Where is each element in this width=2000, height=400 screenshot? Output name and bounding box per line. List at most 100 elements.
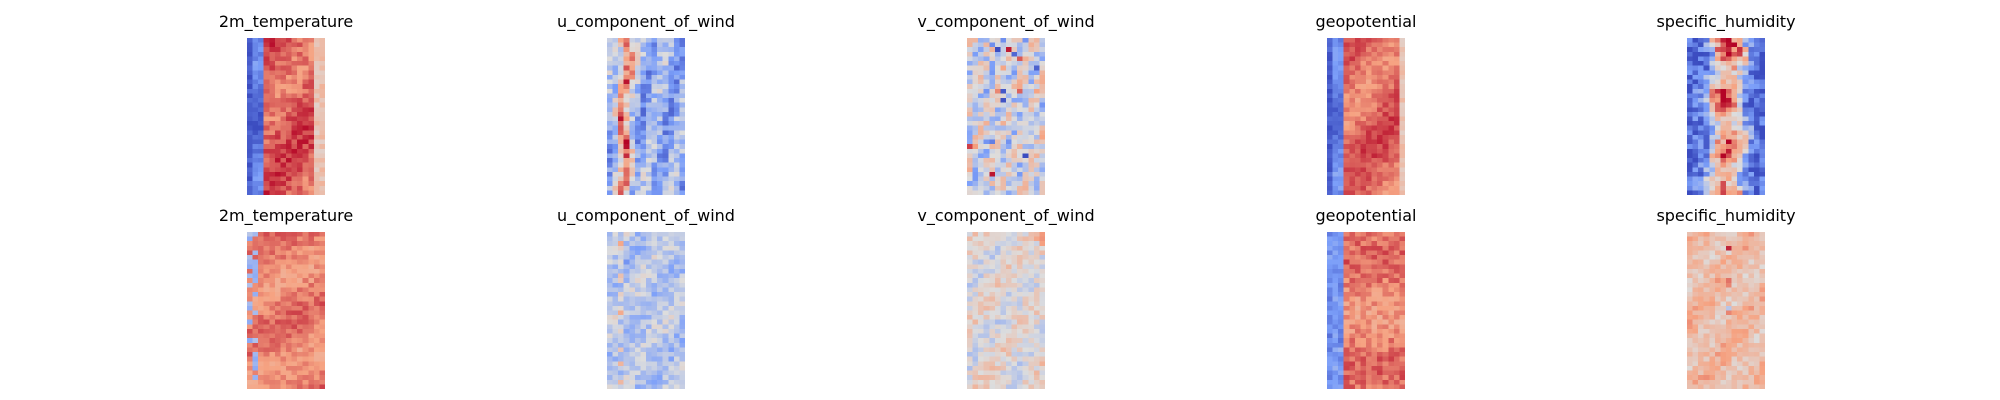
heatmap-cell xyxy=(1703,356,1710,362)
heatmap-cell xyxy=(1377,342,1384,349)
heatmap-cell xyxy=(1737,236,1744,242)
heatmap-cell xyxy=(1388,42,1395,48)
heatmap-cell xyxy=(662,232,669,238)
heatmap-cell xyxy=(1748,282,1755,289)
heatmap-cell xyxy=(1731,370,1738,376)
heatmap-cell xyxy=(1000,379,1007,385)
heatmap-cell xyxy=(1393,139,1401,145)
heatmap-cell xyxy=(978,264,985,270)
heatmap-cell xyxy=(1692,296,1699,302)
heatmap-cell xyxy=(1377,116,1384,122)
heatmap-cell xyxy=(618,56,625,62)
heatmap-cell xyxy=(1366,370,1373,376)
heatmap-cell xyxy=(1731,255,1738,261)
heatmap-cell xyxy=(1731,185,1738,191)
heatmap-cell xyxy=(313,139,321,145)
heatmap-cell xyxy=(607,98,614,104)
heatmap-cell xyxy=(247,338,254,344)
heatmap-cell xyxy=(651,134,658,141)
heatmap-cell xyxy=(252,158,259,164)
heatmap-cell xyxy=(1753,148,1761,155)
heatmap-cell xyxy=(1343,139,1350,145)
heatmap-cell xyxy=(1377,167,1384,173)
heatmap-cell xyxy=(291,38,298,44)
heatmap-cell xyxy=(263,333,270,339)
heatmap-cell xyxy=(1382,301,1389,307)
heatmap-cell xyxy=(618,47,625,53)
heatmap-cell xyxy=(319,352,325,358)
heatmap-cell xyxy=(967,375,974,381)
heatmap-cell xyxy=(640,111,647,118)
heatmap-cell xyxy=(1720,144,1727,150)
heatmap-cell xyxy=(618,167,625,173)
heatmap-cell xyxy=(297,56,304,62)
heatmap-cell xyxy=(668,98,675,104)
heatmap-cell xyxy=(1742,250,1749,256)
heatmap-cell xyxy=(291,42,298,48)
heatmap-cell xyxy=(319,134,325,141)
heatmap-cell xyxy=(983,370,990,376)
heatmap-cell xyxy=(1039,134,1045,141)
heatmap-cell xyxy=(308,310,315,316)
heatmap-cell xyxy=(1742,347,1749,353)
heatmap-cell xyxy=(258,236,265,242)
heatmap-cell xyxy=(623,144,630,150)
heatmap-cell xyxy=(280,121,287,127)
heatmap-cell xyxy=(313,305,321,312)
heatmap-cell xyxy=(258,79,265,85)
heatmap-cell xyxy=(1393,315,1401,321)
heatmap-cell xyxy=(651,181,658,187)
heatmap-cell xyxy=(657,278,664,284)
heatmap-cell xyxy=(280,98,287,104)
heatmap-cell xyxy=(1692,79,1699,85)
heatmap-cell xyxy=(629,250,636,256)
heatmap-cell xyxy=(1327,342,1334,349)
heatmap-cell xyxy=(646,47,653,53)
heatmap-cell xyxy=(1737,310,1744,316)
heatmap-cell xyxy=(319,324,325,330)
heatmap-cell xyxy=(1399,144,1405,150)
heatmap-cell xyxy=(274,93,282,99)
heatmap-cell xyxy=(1017,296,1024,302)
heatmap-cell xyxy=(978,139,985,145)
heatmap-cell xyxy=(1687,250,1694,256)
heatmap-cell xyxy=(1039,42,1045,48)
heatmap-cell xyxy=(679,292,685,298)
heatmap-cell xyxy=(679,347,685,353)
heatmap-cell xyxy=(972,121,979,127)
heatmap-cell xyxy=(668,356,675,362)
heatmap-cell xyxy=(983,144,990,150)
heatmap-cell xyxy=(313,287,321,293)
heatmap-cell xyxy=(1698,139,1705,145)
heatmap-cell xyxy=(646,232,653,238)
heatmap-cell xyxy=(252,111,259,118)
heatmap-cell xyxy=(1377,88,1384,95)
heatmap-cell xyxy=(247,250,254,256)
heatmap-cell xyxy=(1006,121,1013,127)
heatmap-cell xyxy=(673,356,681,362)
heatmap-cell xyxy=(1692,292,1699,298)
heatmap-cell xyxy=(1742,278,1749,284)
heatmap-cell xyxy=(640,70,647,76)
heatmap-cell xyxy=(994,328,1002,335)
heatmap-cell xyxy=(1354,296,1362,302)
heatmap-cell xyxy=(1360,319,1367,325)
heatmap-cell xyxy=(983,107,990,113)
heatmap-cell xyxy=(280,88,287,95)
heatmap-cell xyxy=(1366,158,1373,164)
heatmap-cell xyxy=(297,384,304,389)
heatmap-cell xyxy=(1377,305,1384,312)
heatmap-cell xyxy=(252,181,259,187)
heatmap-cell xyxy=(302,158,309,164)
heatmap-cell xyxy=(1382,139,1389,145)
heatmap-cell xyxy=(263,273,270,279)
heatmap-cell xyxy=(1327,370,1334,376)
heatmap-cell xyxy=(1033,139,1041,145)
heatmap-cell xyxy=(1000,259,1007,265)
heatmap-cell xyxy=(1343,273,1350,279)
heatmap-cell xyxy=(989,282,996,289)
heatmap-cell xyxy=(291,338,298,344)
heatmap-cell xyxy=(286,292,293,298)
heatmap-cell xyxy=(263,365,270,372)
heatmap-cell xyxy=(640,278,647,284)
